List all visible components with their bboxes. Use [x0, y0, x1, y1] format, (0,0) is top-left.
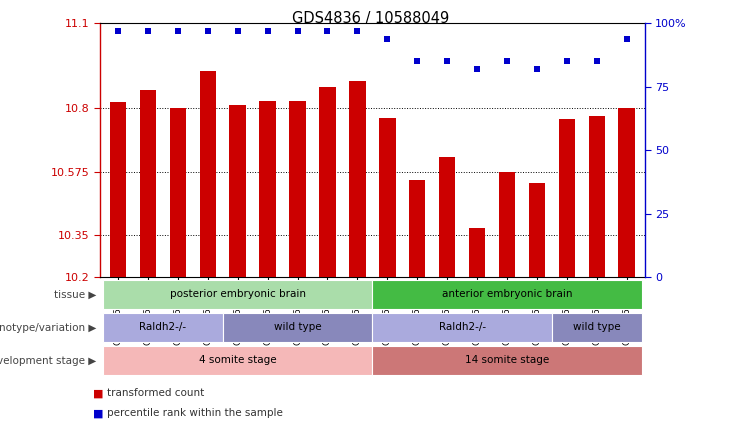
Text: GDS4836 / 10588049: GDS4836 / 10588049	[292, 11, 449, 25]
Point	[441, 58, 453, 65]
Bar	[372, 313, 552, 342]
Point	[621, 35, 633, 42]
Bar	[529, 183, 545, 277]
Point	[561, 58, 573, 65]
Point	[142, 27, 154, 34]
Text: percentile rank within the sample: percentile rank within the sample	[107, 408, 283, 418]
Text: development stage ▶: development stage ▶	[0, 356, 96, 365]
Bar	[552, 313, 642, 342]
Text: anterior embryonic brain: anterior embryonic brain	[442, 289, 572, 299]
Point	[112, 27, 124, 34]
Point	[351, 27, 363, 34]
Bar	[110, 102, 126, 277]
Point	[292, 27, 304, 34]
Text: 14 somite stage: 14 somite stage	[465, 355, 549, 365]
Point	[501, 58, 513, 65]
Bar	[349, 81, 365, 277]
Point	[232, 27, 244, 34]
Bar	[103, 280, 372, 309]
Text: transformed count: transformed count	[107, 388, 205, 398]
Point	[531, 66, 543, 72]
Text: genotype/variation ▶: genotype/variation ▶	[0, 323, 96, 332]
Bar	[559, 119, 575, 277]
Text: wild type: wild type	[273, 322, 322, 332]
Bar	[372, 346, 642, 375]
Bar	[199, 71, 216, 277]
Bar	[319, 87, 336, 277]
Bar	[439, 157, 456, 277]
Text: wild type: wild type	[573, 322, 621, 332]
Bar	[588, 116, 605, 277]
Point	[202, 27, 213, 34]
Text: ■: ■	[93, 408, 104, 418]
Bar	[499, 172, 515, 277]
Bar	[372, 280, 642, 309]
Bar	[469, 228, 485, 277]
Point	[262, 27, 273, 34]
Bar	[379, 118, 396, 277]
Bar	[223, 313, 372, 342]
Text: ■: ■	[93, 388, 104, 398]
Bar	[103, 313, 223, 342]
Bar	[103, 346, 372, 375]
Text: 4 somite stage: 4 somite stage	[199, 355, 276, 365]
Point	[411, 58, 423, 65]
Bar	[409, 180, 425, 277]
Text: posterior embryonic brain: posterior embryonic brain	[170, 289, 306, 299]
Text: tissue ▶: tissue ▶	[54, 290, 96, 299]
Bar	[230, 105, 246, 277]
Bar	[170, 108, 186, 277]
Text: Raldh2-/-: Raldh2-/-	[139, 322, 187, 332]
Bar	[140, 90, 156, 277]
Point	[382, 35, 393, 42]
Point	[172, 27, 184, 34]
Bar	[259, 101, 276, 277]
Bar	[619, 108, 635, 277]
Bar	[289, 101, 306, 277]
Text: Raldh2-/-: Raldh2-/-	[439, 322, 485, 332]
Point	[322, 27, 333, 34]
Point	[471, 66, 483, 72]
Point	[591, 58, 602, 65]
